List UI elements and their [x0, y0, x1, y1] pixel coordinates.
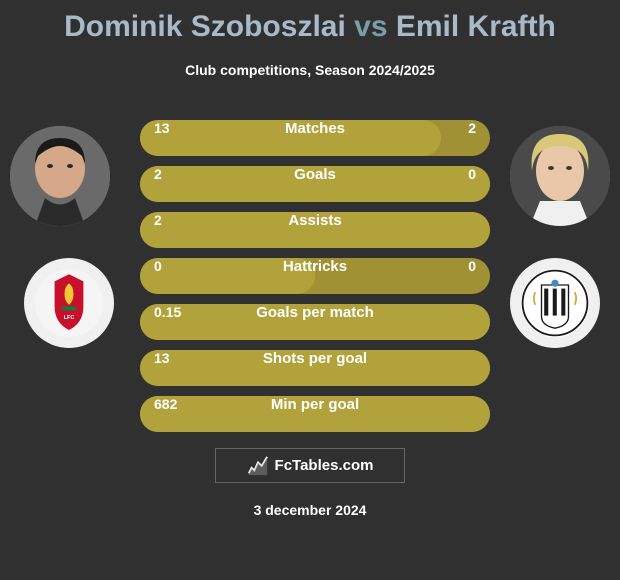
stat-inner: 2 Goals 0 [140, 166, 490, 202]
stat-right-value: 2 [468, 120, 476, 136]
fctables-logo-icon [247, 455, 269, 477]
stat-left-value: 2 [154, 212, 162, 228]
liverpool-logo-icon: LFC [33, 267, 105, 339]
player1-face-icon [10, 126, 110, 226]
stat-right-value: 0 [468, 166, 476, 182]
stat-label: Assists [288, 212, 341, 229]
stat-right-value: 0 [468, 258, 476, 274]
stat-row: 13 Shots per goal [140, 350, 490, 386]
svg-text:LFC: LFC [64, 315, 75, 321]
stat-inner: 0.15 Goals per match [140, 304, 490, 340]
vs-text: vs [346, 10, 396, 43]
stat-row: 2 Goals 0 [140, 166, 490, 202]
stat-left-value: 13 [154, 350, 170, 366]
stat-label: Hattricks [283, 258, 347, 275]
stats-container: 13 Matches 2 2 Goals 0 2 Assists 0 Hattricks 0 0.15… [140, 120, 490, 442]
stat-label: Goals [294, 166, 336, 183]
player2-avatar [510, 126, 610, 226]
date-text: 3 december 2024 [254, 502, 367, 518]
stat-row: 13 Matches 2 [140, 120, 490, 156]
brand-box[interactable]: FcTables.com [215, 448, 405, 483]
player2-face-icon [510, 126, 610, 226]
stat-label: Matches [285, 120, 345, 137]
player1-name: Dominik Szoboszlai [64, 10, 346, 43]
stat-inner: 0 Hattricks 0 [140, 258, 490, 294]
stat-row: 2 Assists [140, 212, 490, 248]
stat-left-value: 13 [154, 120, 170, 136]
comparison-title: Dominik Szoboszlai vs Emil Krafth [0, 0, 620, 44]
stat-left-value: 0.15 [154, 304, 181, 320]
subtitle: Club competitions, Season 2024/2025 [0, 62, 620, 78]
stat-row: 682 Min per goal [140, 396, 490, 432]
newcastle-logo-icon [519, 267, 591, 339]
brand-text: FcTables.com [275, 457, 374, 474]
stat-label: Min per goal [271, 396, 359, 413]
club1-logo: LFC [24, 258, 114, 348]
stat-label: Shots per goal [263, 350, 367, 367]
player2-name: Emil Krafth [396, 10, 556, 43]
stat-left-value: 0 [154, 258, 162, 274]
stat-inner: 13 Matches 2 [140, 120, 490, 156]
stat-left-value: 682 [154, 396, 177, 412]
stat-row: 0 Hattricks 0 [140, 258, 490, 294]
stat-inner: 682 Min per goal [140, 396, 490, 432]
stat-inner: 2 Assists [140, 212, 490, 248]
player1-avatar [10, 126, 110, 226]
club2-logo [510, 258, 600, 348]
stat-label: Goals per match [256, 304, 374, 321]
stat-row: 0.15 Goals per match [140, 304, 490, 340]
stat-inner: 13 Shots per goal [140, 350, 490, 386]
stat-left-value: 2 [154, 166, 162, 182]
